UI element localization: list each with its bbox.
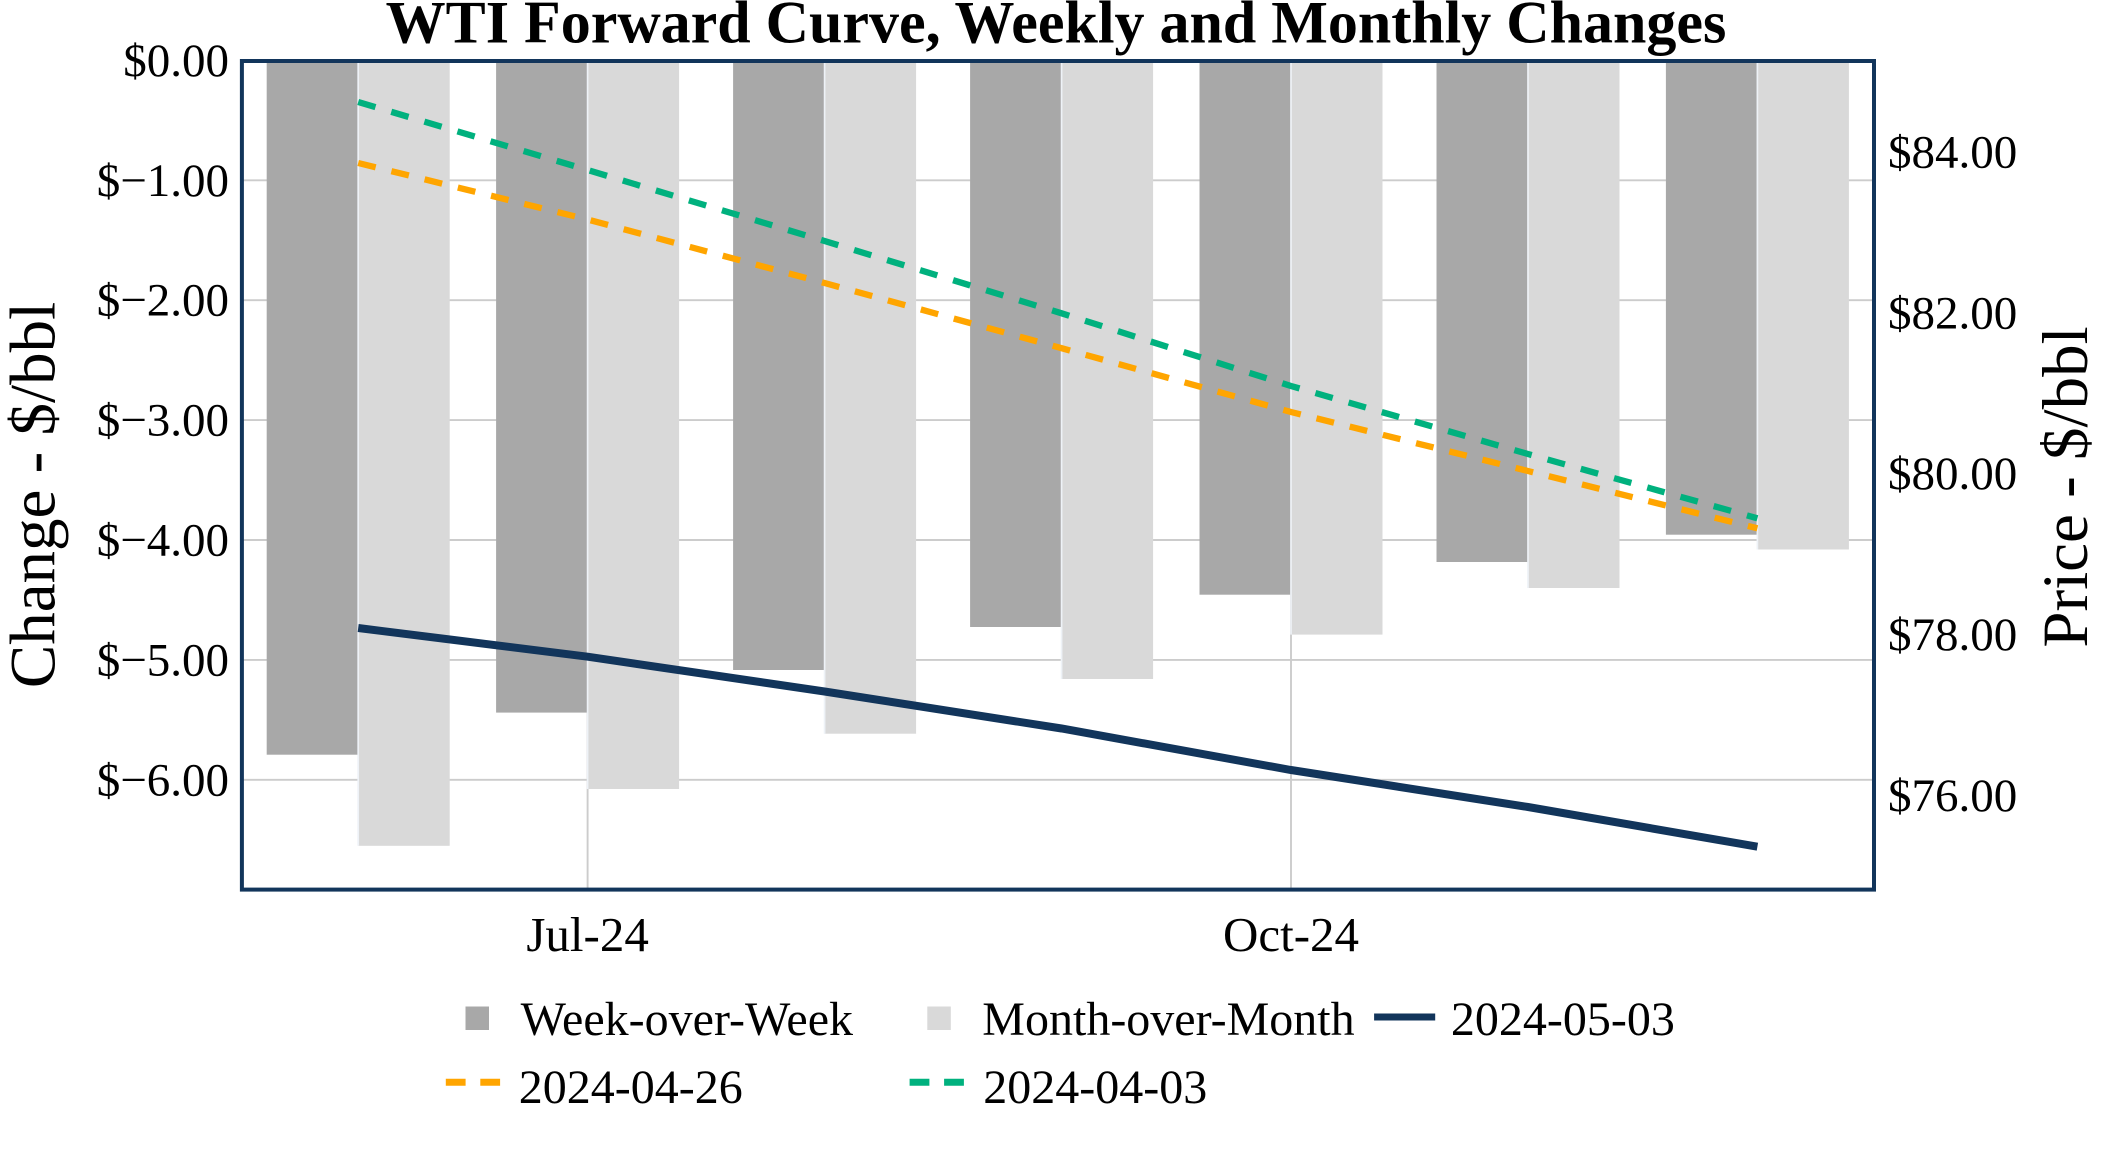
svg-text:$80.00: $80.00 bbox=[1888, 448, 2017, 500]
svg-text:$−2.00: $−2.00 bbox=[97, 275, 229, 327]
svg-text:Price - $/bbl: Price - $/bbl bbox=[2030, 326, 2102, 647]
svg-text:Week-over-Week: Week-over-Week bbox=[521, 993, 853, 1046]
svg-text:Month-over-Month: Month-over-Month bbox=[982, 993, 1354, 1046]
svg-text:$−5.00: $−5.00 bbox=[97, 634, 229, 686]
svg-text:$84.00: $84.00 bbox=[1888, 127, 2017, 179]
svg-text:Jul-24: Jul-24 bbox=[526, 907, 649, 962]
svg-text:$−1.00: $−1.00 bbox=[97, 155, 229, 207]
svg-text:WTI Forward Curve, Weekly and: WTI Forward Curve, Weekly and Monthly Ch… bbox=[386, 0, 1727, 56]
svg-text:$0.00: $0.00 bbox=[123, 35, 229, 87]
svg-text:2024-04-03: 2024-04-03 bbox=[983, 1061, 1207, 1114]
svg-text:$−4.00: $−4.00 bbox=[97, 515, 229, 567]
svg-text:$−6.00: $−6.00 bbox=[97, 754, 229, 806]
svg-text:2024-05-03: 2024-05-03 bbox=[1451, 993, 1675, 1046]
svg-text:Change - $/bbl: Change - $/bbl bbox=[0, 302, 70, 688]
svg-text:Oct-24: Oct-24 bbox=[1223, 907, 1359, 962]
svg-text:$−3.00: $−3.00 bbox=[97, 395, 229, 447]
svg-text:$82.00: $82.00 bbox=[1888, 287, 2017, 339]
svg-text:$78.00: $78.00 bbox=[1888, 609, 2017, 661]
svg-text:$76.00: $76.00 bbox=[1888, 770, 2017, 822]
svg-text:2024-04-26: 2024-04-26 bbox=[519, 1061, 743, 1114]
